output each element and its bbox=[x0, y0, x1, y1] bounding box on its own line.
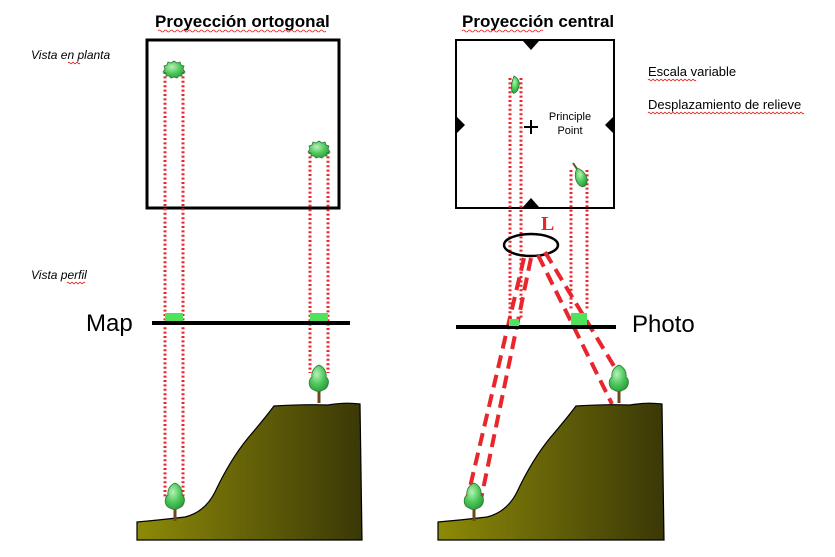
fiducial-mark-right bbox=[605, 117, 613, 133]
tree-crown-plan-icon bbox=[162, 60, 186, 79]
tree-image-photo-icon bbox=[574, 167, 588, 188]
map-label: Map bbox=[86, 310, 133, 337]
tree-image-photo-icon bbox=[510, 75, 520, 94]
hill-left bbox=[136, 402, 363, 541]
fiducial-mark-top bbox=[523, 41, 539, 50]
right-panel-title: Proyección central bbox=[462, 12, 614, 31]
lens-ray bbox=[536, 254, 614, 405]
variable-scale-note: Escala variable bbox=[648, 64, 736, 79]
principal-point-label: Principle bbox=[549, 111, 591, 123]
tree-icon bbox=[463, 482, 484, 522]
photo-image-block bbox=[509, 319, 519, 326]
tree-icon bbox=[608, 364, 629, 404]
lens-ray bbox=[543, 250, 628, 388]
photo-image-block bbox=[571, 313, 587, 325]
relief-displacement-spellcheck-squiggle bbox=[647, 111, 805, 115]
map-image-block bbox=[310, 313, 328, 321]
fiducial-mark-bottom bbox=[523, 198, 539, 207]
left-panel-title: Proyección ortogonal bbox=[155, 12, 330, 31]
profile-view-spellcheck-squiggle bbox=[66, 281, 86, 285]
left-title-spellcheck-squiggle bbox=[157, 29, 327, 33]
plan-view-spellcheck-squiggle bbox=[67, 61, 81, 65]
lens-ray bbox=[478, 257, 533, 505]
tree-icon bbox=[164, 482, 185, 522]
right-title-spellcheck-squiggle bbox=[461, 29, 544, 33]
lens-ellipse bbox=[502, 232, 560, 258]
plan-view-label: Vista en planta bbox=[31, 48, 110, 62]
lens-ray bbox=[464, 257, 526, 505]
tree-crown-plan-icon bbox=[307, 140, 331, 159]
lens-label: L bbox=[541, 213, 554, 235]
map-image-block bbox=[165, 313, 183, 321]
principal-point-label: Point bbox=[557, 125, 582, 137]
profile-view-label: Vista perfil bbox=[31, 268, 87, 282]
relief-displacement-note: Desplazamiento de relieve bbox=[648, 97, 801, 112]
hill-right bbox=[437, 402, 665, 541]
photo-label: Photo bbox=[632, 311, 695, 338]
fiducial-mark-left bbox=[457, 117, 465, 133]
photo-frame bbox=[455, 39, 615, 209]
tree-icon bbox=[308, 364, 329, 404]
variable-scale-spellcheck-squiggle bbox=[647, 78, 697, 82]
